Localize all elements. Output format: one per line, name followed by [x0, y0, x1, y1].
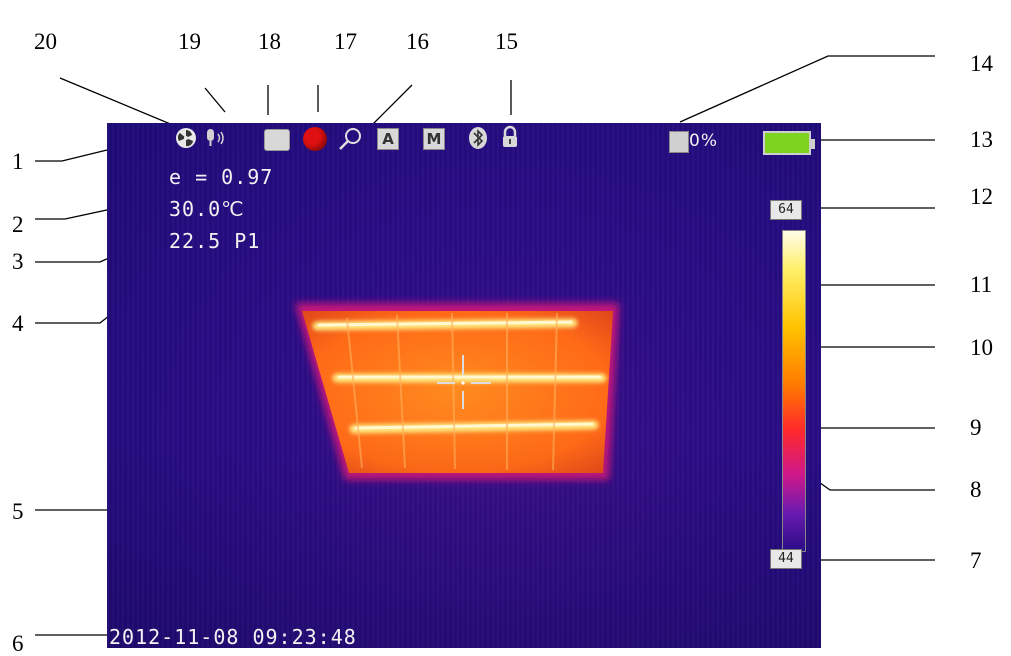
fan-icon — [176, 128, 196, 148]
battery-terminal — [811, 139, 815, 149]
callout-number-8: 8 — [970, 477, 982, 502]
zoom-icon — [339, 128, 361, 150]
scale-max-label: 64 — [770, 200, 802, 220]
callout-number-5: 5 — [12, 499, 24, 524]
callout-number-18: 18 — [258, 29, 281, 54]
memory-percent: 0% — [689, 131, 718, 151]
callout-number-2: 2 — [12, 212, 24, 237]
crosshair-cursor — [437, 355, 491, 409]
callout-number-1: 1 — [12, 149, 24, 174]
battery-icon — [763, 131, 815, 155]
callout-number-7: 7 — [970, 548, 982, 573]
memory-card-icon — [669, 131, 689, 153]
thermal-hotspot — [295, 303, 619, 480]
datetime-readout: 2012-11-08 09:23:48 — [109, 625, 357, 648]
scale-min-label: 44 — [770, 549, 802, 569]
callout-number-3: 3 — [12, 249, 24, 274]
callout-number-16: 16 — [406, 29, 429, 54]
callout-number-15: 15 — [495, 29, 518, 54]
color-scale-bar — [782, 230, 806, 552]
image-icon — [264, 129, 290, 151]
temperature-readout: 30.0℃ — [169, 197, 245, 221]
callout-number-6: 6 — [12, 631, 24, 656]
callout-number-17: 17 — [334, 29, 357, 54]
thermal-screen: A M 0% e = 0.97 30.0℃ 22.5 P1 2012-11-08… — [107, 123, 821, 648]
screen-shade — [107, 123, 821, 648]
callout-number-13: 13 — [970, 127, 993, 152]
manual-mode-icon: M — [423, 128, 445, 150]
callout-number-11: 11 — [970, 272, 993, 297]
callout-number-20: 20 — [34, 29, 57, 54]
microphone-icon — [207, 129, 224, 146]
callout-number-14: 14 — [970, 51, 993, 76]
callout-number-9: 9 — [970, 415, 982, 440]
callout-number-10: 10 — [970, 335, 993, 360]
lock-icon — [503, 125, 517, 147]
record-icon — [303, 127, 327, 151]
emissivity-readout: e = 0.97 — [169, 165, 274, 189]
callout-number-4: 4 — [12, 311, 24, 336]
bluetooth-icon — [469, 127, 487, 149]
auto-mode-icon: A — [377, 128, 399, 150]
callout-number-12: 12 — [970, 184, 993, 209]
ambient-readout: 22.5 P1 — [169, 229, 261, 253]
callout-number-19: 19 — [178, 29, 201, 54]
